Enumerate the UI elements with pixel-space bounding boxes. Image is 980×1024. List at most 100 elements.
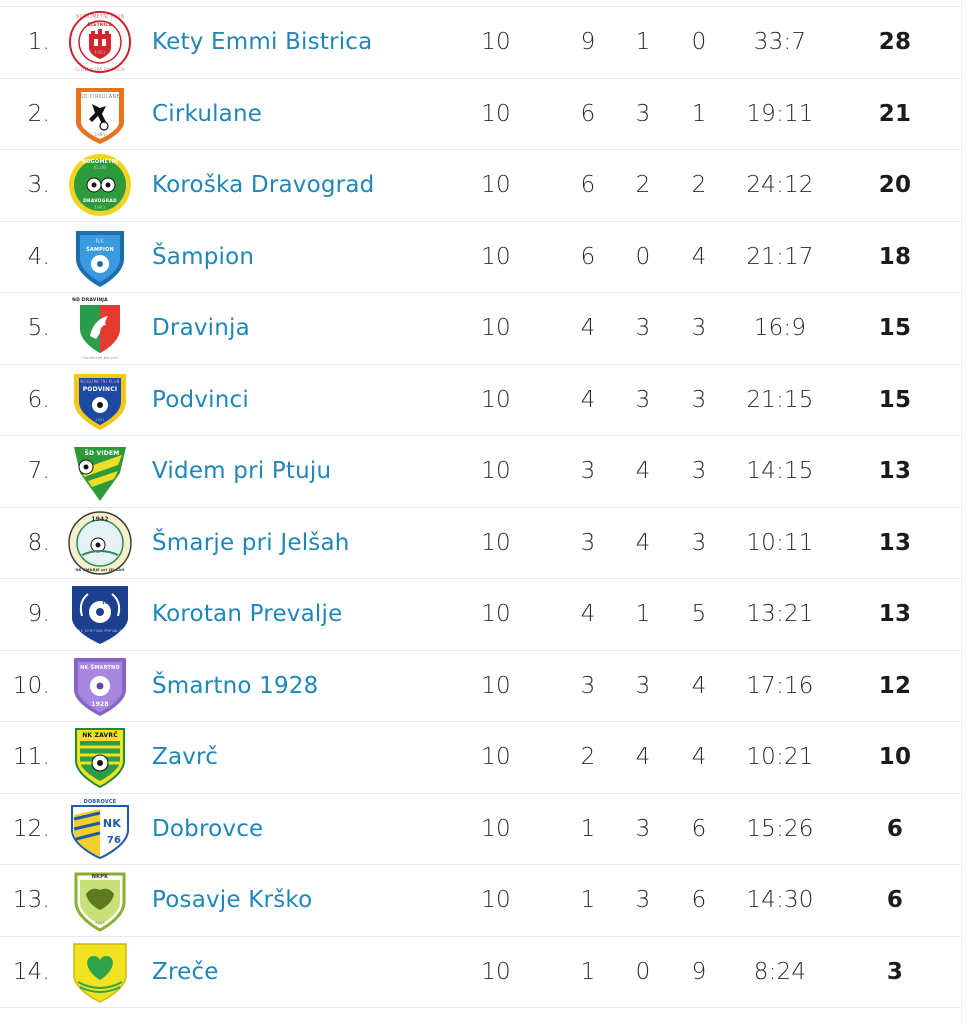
drawn-cell: 4 <box>635 458 651 485</box>
lost-cell: 3 <box>691 315 707 342</box>
table-row: 10. NK ŠMARTNO 1928 Šmartno 1928 10 3 3 … <box>0 651 962 722</box>
position-cell: 1. <box>27 29 50 56</box>
goals-cell: 33:7 <box>753 29 807 56</box>
drawn-cell: 1 <box>635 601 651 628</box>
svg-text:Slovenske Konjice: Slovenske Konjice <box>82 356 118 360</box>
drawn-cell: 4 <box>635 529 651 556</box>
played-cell: 10 <box>481 315 511 342</box>
played-cell: 10 <box>481 458 511 485</box>
svg-text:NOGOMETNI: NOGOMETNI <box>82 159 118 165</box>
points-cell: 15 <box>878 315 912 342</box>
table-row: 3. NOGOMETNI KLUB DRAVOGRAD 1961 Koroška… <box>0 150 962 222</box>
played-cell: 10 <box>481 672 511 699</box>
team-link[interactable]: Šmarje pri Jelšah <box>152 529 350 556</box>
team-link[interactable]: Koroška Dravograd <box>152 172 375 199</box>
points-cell: 6 <box>886 887 904 914</box>
svg-text:ŠD VIDEM: ŠD VIDEM <box>85 450 120 457</box>
lost-cell: 4 <box>691 744 707 771</box>
points-cell: 28 <box>878 29 912 56</box>
goals-cell: 8:24 <box>753 958 807 985</box>
won-cell: 6 <box>580 100 596 127</box>
position-cell: 12. <box>12 815 50 842</box>
svg-text:1951: 1951 <box>95 418 105 422</box>
lost-cell: 1 <box>691 100 707 127</box>
drawn-cell: 3 <box>635 386 651 413</box>
lost-cell: 2 <box>691 172 707 199</box>
played-cell: 10 <box>481 601 511 628</box>
goals-cell: 17:16 <box>746 672 814 699</box>
points-cell: 3 <box>886 958 904 985</box>
svg-text:NK: NK <box>96 238 105 245</box>
played-cell: 10 <box>481 529 511 556</box>
svg-text:NOGOMETNI KLUB: NOGOMETNI KLUB <box>80 379 119 384</box>
lost-cell: 9 <box>691 958 707 985</box>
table-row: 11. NK ZAVRČ Zavrč 10 2 4 4 10:21 10 <box>0 722 962 794</box>
crest-icon-smarje: 1942 NK ŠMARJE pri JELŠAH <box>68 511 132 575</box>
svg-text:NKPK: NKPK <box>92 874 109 880</box>
svg-text:NK ŠMARTNO: NK ŠMARTNO <box>80 664 120 671</box>
team-link[interactable]: Dobrovce <box>152 815 264 842</box>
position-cell: 11. <box>12 744 50 771</box>
team-link[interactable]: Kety Emmi Bistrica <box>152 29 373 56</box>
points-cell: 13 <box>878 458 912 485</box>
svg-text:1976: 1976 <box>102 600 114 605</box>
drawn-cell: 3 <box>635 887 651 914</box>
lost-cell: 6 <box>691 815 707 842</box>
drawn-cell: 0 <box>635 958 651 985</box>
table-row: 1. NOGOMETNI KLUB BISTRICA SLOVENSKA BIS… <box>0 7 962 79</box>
points-cell: 20 <box>878 172 912 199</box>
team-link[interactable]: Cirkulane <box>152 100 263 127</box>
team-link[interactable]: Dravinja <box>152 315 250 342</box>
position-cell: 13. <box>12 887 50 914</box>
team-link[interactable]: Zreče <box>152 958 219 985</box>
lost-cell: 3 <box>691 386 707 413</box>
crest-icon-podvinci: NOGOMETNI KLUB PODVINCI 1951 <box>68 368 132 432</box>
svg-text:2013: 2013 <box>95 921 105 925</box>
points-cell: 12 <box>878 672 912 699</box>
table-row: 7. ŠD VIDEM Videm pri Ptuju 10 3 4 3 14:… <box>0 436 962 508</box>
points-cell: 21 <box>878 100 912 127</box>
won-cell: 9 <box>580 29 596 56</box>
team-link[interactable]: Šmartno 1928 <box>152 672 319 699</box>
lost-cell: 4 <box>691 672 707 699</box>
standings-table: 1. NOGOMETNI KLUB BISTRICA SLOVENSKA BIS… <box>0 6 962 1008</box>
svg-text:NOGOMETNI KLUB: NOGOMETNI KLUB <box>76 14 124 20</box>
svg-text:NK KOROTAN PREVALJE: NK KOROTAN PREVALJE <box>78 629 122 633</box>
won-cell: 1 <box>580 815 596 842</box>
played-cell: 10 <box>481 887 511 914</box>
points-cell: 13 <box>878 601 912 628</box>
won-cell: 2 <box>580 744 596 771</box>
played-cell: 10 <box>481 744 511 771</box>
points-cell: 6 <box>886 815 904 842</box>
crest-icon-korotan: 1976 NK KOROTAN PREVALJE <box>68 582 132 646</box>
table-row: 13. NKPK 2013 Posavje Krško 10 1 3 6 14:… <box>0 865 962 937</box>
drawn-cell: 3 <box>635 315 651 342</box>
played-cell: 10 <box>481 815 511 842</box>
table-row: 6. NOGOMETNI KLUB PODVINCI 1951 Podvinci… <box>0 365 962 436</box>
goals-cell: 21:17 <box>746 243 814 270</box>
goals-cell: 24:12 <box>746 172 814 199</box>
team-link[interactable]: Posavje Krško <box>152 887 313 914</box>
position-cell: 2. <box>27 100 50 127</box>
crest-icon-videm: ŠD VIDEM <box>68 439 132 503</box>
scroll-edge <box>961 0 980 1024</box>
table-row: 2. ŠD CIRKULANE 1981 Cirkulane 10 6 3 1 … <box>0 79 962 150</box>
goals-cell: 19:11 <box>746 100 814 127</box>
crest-icon-dobrovce: DOBROVCE NK 76 <box>68 797 132 861</box>
team-link[interactable]: Videm pri Ptuju <box>152 458 332 485</box>
crest-icon-zrece <box>68 940 132 1004</box>
team-link[interactable]: Korotan Prevalje <box>152 601 343 628</box>
position-cell: 5. <box>27 315 50 342</box>
crest-icon-smartno: NK ŠMARTNO 1928 <box>68 654 132 718</box>
svg-text:1928: 1928 <box>91 701 109 708</box>
played-cell: 10 <box>481 958 511 985</box>
played-cell: 10 <box>481 386 511 413</box>
table-row: 4. NK ŠAMPION Šampion 10 6 0 4 21:17 18 <box>0 222 962 293</box>
crest-icon-krsko: NKPK 2013 <box>68 868 132 932</box>
team-link[interactable]: Podvinci <box>152 386 249 413</box>
team-link[interactable]: Zavrč <box>152 744 219 771</box>
drawn-cell: 0 <box>635 243 651 270</box>
svg-text:1961: 1961 <box>95 205 106 210</box>
team-link[interactable]: Šampion <box>152 243 255 270</box>
position-cell: 3. <box>27 172 50 199</box>
